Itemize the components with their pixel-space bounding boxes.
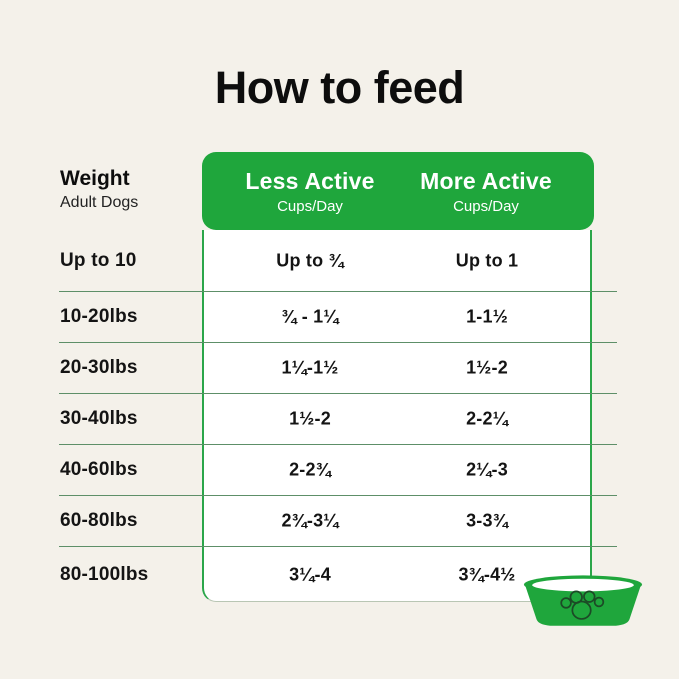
weight-range-label: 60-80lbs bbox=[60, 510, 138, 531]
less-active-value: ¾ - 1¼ bbox=[281, 306, 339, 327]
table-body: Up to 10 Up to ¾ Up to 1 10-20lbs ¾ - 1¼… bbox=[59, 231, 617, 602]
weight-range-label: 40-60lbs bbox=[60, 459, 138, 480]
more-active-value: Up to 1 bbox=[455, 250, 519, 271]
weight-range-label: 30-40lbs bbox=[60, 408, 138, 429]
activity-columns-header: Less Active Cups/Day More Active Cups/Da… bbox=[202, 152, 594, 230]
weight-range-label: 80-100lbs bbox=[60, 563, 149, 585]
more-active-value: 2-2¼ bbox=[466, 408, 508, 429]
weight-range-label: 10-20lbs bbox=[60, 306, 138, 327]
more-active-column-header: More Active Cups/Day bbox=[378, 152, 594, 230]
weight-column-subtitle: Adult Dogs bbox=[60, 194, 139, 211]
less-active-label: Less Active bbox=[245, 167, 375, 194]
paw-icon bbox=[560, 590, 605, 620]
weight-column-header: Weight Adult Dogs bbox=[60, 167, 138, 212]
table-panel bbox=[202, 230, 592, 602]
less-active-column-header: Less Active Cups/Day bbox=[204, 152, 416, 230]
more-active-value: 3-3¾ bbox=[466, 510, 508, 531]
table-row: Up to 10 Up to ¾ Up to 1 bbox=[59, 231, 617, 292]
less-active-value: Up to ¾ bbox=[276, 250, 344, 271]
weight-range-label: 20-30lbs bbox=[60, 357, 138, 378]
weight-range-label: Up to 10 bbox=[60, 250, 137, 271]
less-active-value: 2-2¾ bbox=[289, 459, 331, 480]
table-row: 20-30lbs 1¼-1½ 1½-2 bbox=[59, 343, 617, 394]
table-row: 10-20lbs ¾ - 1¼ 1-1½ bbox=[59, 292, 617, 343]
table-row: 60-80lbs 2¾-3¼ 3-3¾ bbox=[59, 496, 617, 547]
page-title: How to feed bbox=[214, 62, 465, 113]
dog-bowl-paw-icon bbox=[523, 575, 643, 626]
less-active-value: 1¼-1½ bbox=[281, 357, 339, 378]
more-active-value: 1½-2 bbox=[466, 357, 508, 378]
table-row: 80-100lbs 3¼-4 3¾-4½ bbox=[59, 547, 617, 602]
less-active-value: 1½-2 bbox=[289, 408, 331, 429]
more-active-units: Cups/Day bbox=[453, 197, 519, 215]
more-active-value: 3¾-4½ bbox=[458, 564, 516, 584]
less-active-units: Cups/Day bbox=[277, 197, 343, 215]
less-active-value: 3¼-4 bbox=[289, 564, 331, 584]
less-active-value: 2¾-3¼ bbox=[281, 510, 339, 531]
table-row: 40-60lbs 2-2¾ 2¼-3 bbox=[59, 445, 617, 496]
weight-column-title: Weight bbox=[60, 167, 130, 190]
table-row: 30-40lbs 1½-2 2-2¼ bbox=[59, 394, 617, 445]
more-active-label: More Active bbox=[420, 167, 552, 194]
more-active-value: 2¼-3 bbox=[466, 459, 508, 480]
more-active-value: 1-1½ bbox=[466, 306, 508, 327]
